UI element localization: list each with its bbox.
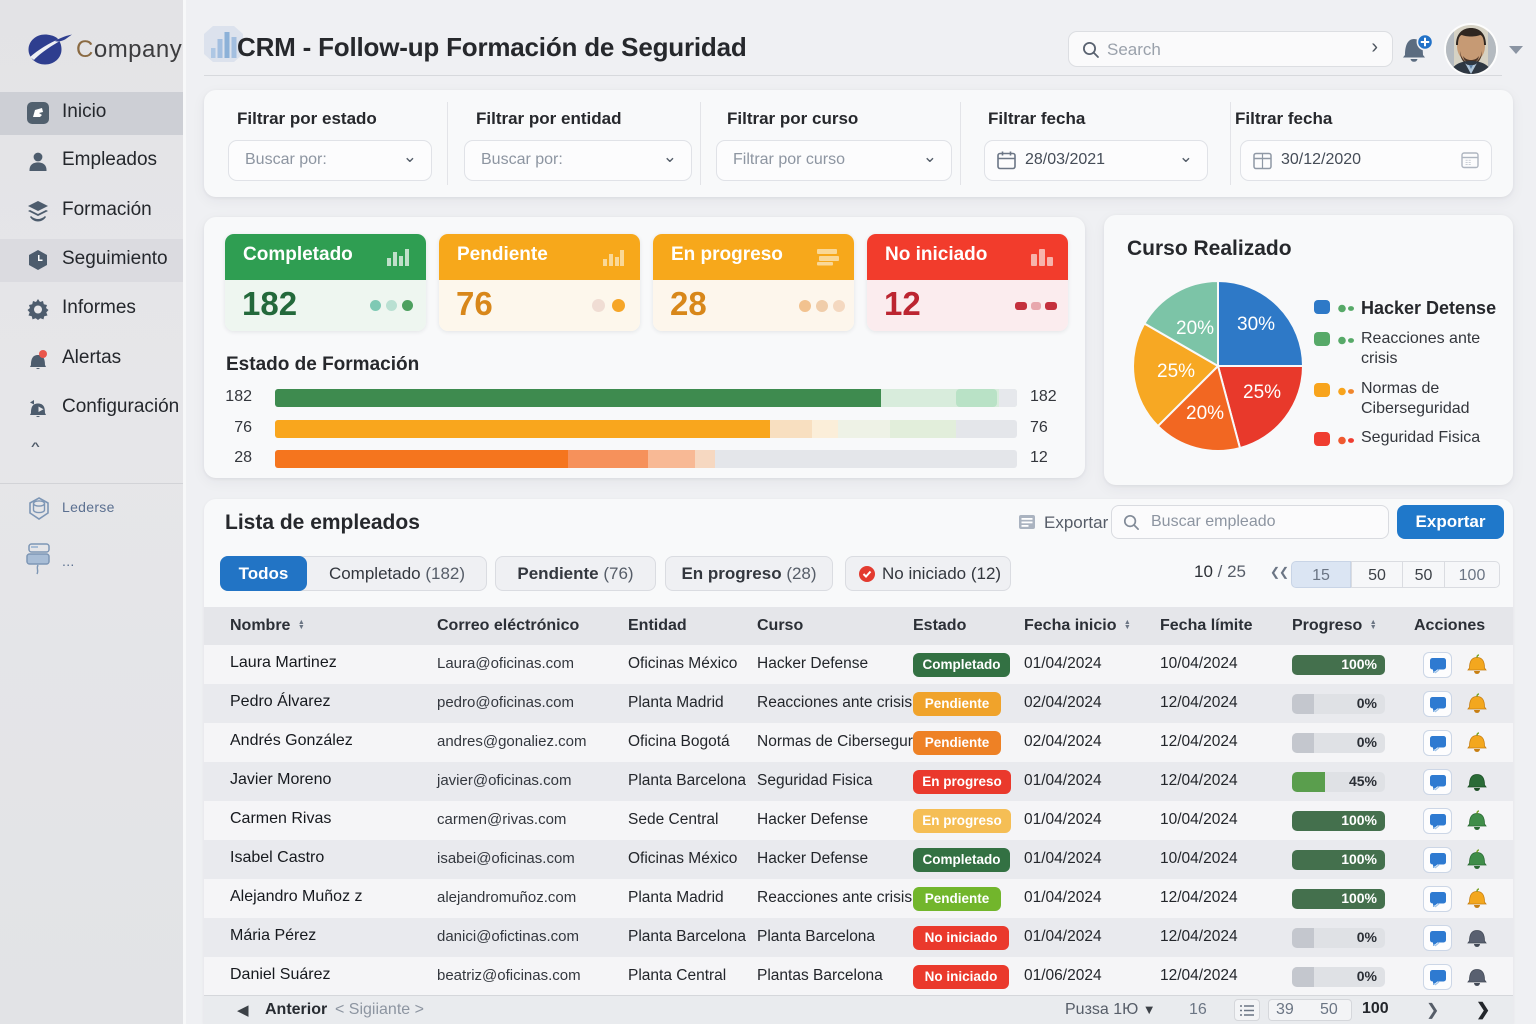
svg-text:☷: ☷ — [1465, 160, 1471, 167]
